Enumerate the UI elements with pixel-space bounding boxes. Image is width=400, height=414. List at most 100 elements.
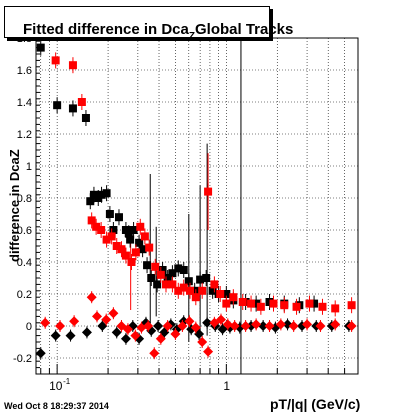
data-point-square xyxy=(107,232,116,241)
data-point-diamond xyxy=(315,321,326,331)
data-point-square xyxy=(140,232,149,241)
data-point-square xyxy=(153,280,162,289)
data-point-square xyxy=(51,56,60,65)
timestamp: Wed Oct 8 18:29:37 2014 xyxy=(4,401,109,411)
title-main: Fitted difference in Dca xyxy=(23,21,189,38)
data-point-diamond xyxy=(111,327,122,338)
y-tick-label: 1.6 xyxy=(17,65,32,77)
data-point-diamond xyxy=(275,319,286,330)
data-point-square xyxy=(174,286,183,295)
data-point-diamond xyxy=(246,321,257,331)
data-point-diamond xyxy=(203,346,214,357)
data-point-diamond xyxy=(50,330,61,341)
data-point-diamond xyxy=(216,314,227,325)
data-point-square xyxy=(138,245,147,254)
data-point-square xyxy=(331,304,340,313)
plot-frame xyxy=(35,37,359,375)
data-point-square xyxy=(168,269,177,278)
data-point-square xyxy=(151,262,160,271)
data-point-diamond xyxy=(202,317,213,328)
data-point-diamond xyxy=(170,329,181,339)
y-tick-label: 0.6 xyxy=(17,225,32,237)
y-tick-label: 1 xyxy=(26,161,32,173)
data-point-square xyxy=(109,226,118,234)
data-point-square xyxy=(162,280,171,289)
data-point-square xyxy=(127,258,136,266)
data-point-diamond xyxy=(108,308,119,319)
data-point-diamond xyxy=(240,321,251,331)
data-point-square xyxy=(156,270,165,279)
data-point-diamond xyxy=(55,321,66,331)
data-point-square xyxy=(147,274,156,282)
data-point-diamond xyxy=(122,324,133,335)
data-point-diamond xyxy=(81,327,92,338)
data-point-square xyxy=(190,286,199,295)
data-point-diamond xyxy=(330,319,341,330)
data-point-diamond xyxy=(251,319,262,330)
data-point-square xyxy=(77,98,86,106)
data-point-square xyxy=(247,299,256,308)
data-point-square xyxy=(280,301,289,310)
data-point-square xyxy=(68,61,77,70)
data-point-square xyxy=(210,280,219,289)
data-point-diamond xyxy=(222,319,233,330)
data-point-square xyxy=(204,187,213,196)
data-point-diamond xyxy=(302,319,313,330)
data-point-square xyxy=(143,261,152,270)
data-point-square xyxy=(292,302,301,311)
data-point-square xyxy=(163,274,172,282)
data-point-diamond xyxy=(91,311,102,322)
data-point-square xyxy=(135,238,144,247)
data-point-diamond xyxy=(264,321,275,331)
data-point-diamond xyxy=(153,321,164,331)
data-point-square xyxy=(310,299,319,308)
data-point-square xyxy=(347,301,356,310)
x-tick-label: 10 xyxy=(49,379,63,393)
data-point-square xyxy=(208,286,217,295)
x-tick-label-exponent: -1 xyxy=(63,377,71,386)
data-point-square xyxy=(269,299,278,308)
y-tick-label: 0.8 xyxy=(17,193,32,205)
data-point-square xyxy=(145,243,154,252)
data-point-square xyxy=(216,290,225,298)
data-point-square xyxy=(256,302,265,311)
data-point-diamond xyxy=(162,321,173,331)
data-point-square xyxy=(97,226,106,234)
data-point-square xyxy=(89,190,98,199)
data-point-square xyxy=(112,242,121,250)
data-point-diamond xyxy=(177,321,188,331)
data-point-diamond xyxy=(65,330,76,341)
data-point-square xyxy=(318,302,327,311)
data-point-square xyxy=(124,229,133,238)
data-point-square xyxy=(68,104,77,113)
data-point-diamond xyxy=(97,321,108,331)
title-subscript: Z xyxy=(188,31,195,42)
data-point-square xyxy=(202,274,211,282)
data-point-diamond xyxy=(229,321,240,331)
data-point-diamond xyxy=(190,322,201,333)
x-tick-label: 1 xyxy=(223,379,230,393)
data-point-square xyxy=(222,290,231,298)
chart-title: Fitted difference in DcaZGlobal Tracks xyxy=(23,21,293,42)
data-point-square xyxy=(179,266,188,274)
data-point-diamond xyxy=(143,321,154,331)
data-point-square xyxy=(86,197,95,206)
data-point-square xyxy=(174,264,183,273)
data-point-square xyxy=(305,299,314,308)
y-tick-label: 0.2 xyxy=(17,289,32,301)
data-point-square xyxy=(114,213,123,222)
data-point-diamond xyxy=(130,330,141,341)
data-point-diamond xyxy=(120,333,131,344)
data-point-diamond xyxy=(101,314,112,325)
data-point-square xyxy=(184,277,193,286)
data-point-square xyxy=(126,235,135,244)
data-point-diamond xyxy=(69,316,80,327)
data-point-square xyxy=(131,248,140,257)
data-point-square xyxy=(117,245,126,254)
data-point-diamond xyxy=(184,316,195,327)
data-point-square xyxy=(158,266,167,274)
data-point-diamond xyxy=(86,292,97,303)
data-point-diamond xyxy=(197,337,208,347)
data-point-diamond xyxy=(346,321,357,331)
data-point-diamond xyxy=(155,333,166,344)
